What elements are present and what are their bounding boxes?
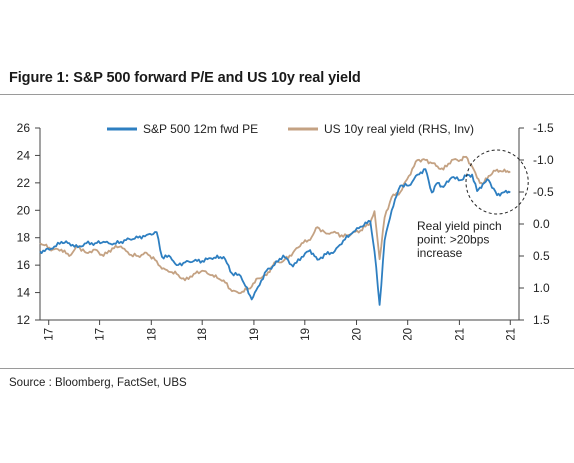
left-tick-label: 20 [17, 203, 31, 217]
right-tick-label: -1.0 [533, 153, 554, 167]
left-tick-label: 12 [17, 313, 31, 327]
title-divider [0, 94, 574, 95]
right-y-axis: -1.5 -1.0 -0.5 0.0 0.5 1.0 1.5 [518, 121, 554, 327]
x-axis: Jan-17 Jul-17 Jan-18 Jul-18 Jan-19 Jul-19 Jan-… [40, 319, 519, 340]
pinch-point-label: increase [417, 246, 463, 260]
x-tick-label: Jul-21 [505, 328, 517, 340]
x-tick-label: Jan-18 [146, 328, 158, 340]
x-tick-label: Jul-19 [300, 328, 312, 340]
x-tick-label: Jan-21 [454, 328, 466, 340]
x-tick-label: Jul-17 [95, 328, 107, 340]
right-tick-label: 0.0 [533, 217, 550, 231]
pinch-point-ellipse [465, 149, 529, 215]
left-tick-label: 26 [17, 121, 31, 135]
x-tick-label: Jul-20 [403, 328, 415, 340]
left-y-axis: 12 14 16 18 20 22 24 26 [17, 121, 41, 327]
left-tick-label: 18 [17, 231, 31, 245]
legend: S&P 500 12m fwd PE US 10y real yield (RHS… [107, 122, 474, 136]
pinch-point-label: Real yield pinch [417, 219, 502, 233]
right-tick-label: 1.5 [533, 313, 550, 327]
series-lines [39, 155, 511, 306]
left-tick-label: 16 [17, 258, 31, 272]
x-tick-label: Jan-20 [352, 328, 364, 340]
x-tick-label: Jan-19 [249, 328, 261, 340]
footer-divider [0, 368, 574, 369]
legend-label-pe: S&P 500 12m fwd PE [143, 122, 258, 136]
left-tick-label: 24 [17, 148, 31, 162]
chart: 12 14 16 18 20 22 24 26 -1.5 -1.0 -0.5 0.0 0.5 1.0 1.… [17, 121, 554, 340]
legend-label-real-yield: US 10y real yield (RHS, Inv) [324, 122, 474, 136]
right-tick-label: -0.5 [533, 185, 554, 199]
right-tick-label: -1.5 [533, 121, 554, 135]
left-tick-label: 14 [17, 286, 31, 300]
pinch-point-label: point: >20bps [417, 233, 489, 247]
right-tick-label: 0.5 [533, 249, 550, 263]
x-tick-label: Jul-18 [197, 328, 209, 340]
figure-title: Figure 1: S&P 500 forward P/E and US 10y… [9, 70, 361, 86]
right-tick-label: 1.0 [533, 281, 550, 295]
x-tick-label: Jan-17 [44, 328, 56, 340]
left-tick-label: 22 [17, 176, 31, 190]
source-note: Source : Bloomberg, FactSet, UBS [9, 377, 187, 389]
real-yield-series-line [39, 155, 511, 295]
pe-series-line [39, 168, 511, 306]
